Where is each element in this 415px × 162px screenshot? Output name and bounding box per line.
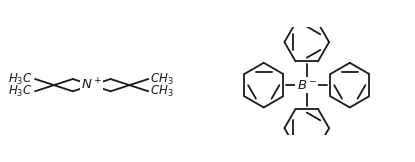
- Text: $B^-$: $B^-$: [296, 79, 317, 92]
- Text: $H_3C$: $H_3C$: [8, 71, 33, 87]
- Text: $CH_3$: $CH_3$: [150, 71, 174, 87]
- Text: $CH_3$: $CH_3$: [150, 84, 174, 99]
- Text: $H_3C$: $H_3C$: [8, 84, 33, 99]
- Text: $N^+$: $N^+$: [81, 77, 103, 93]
